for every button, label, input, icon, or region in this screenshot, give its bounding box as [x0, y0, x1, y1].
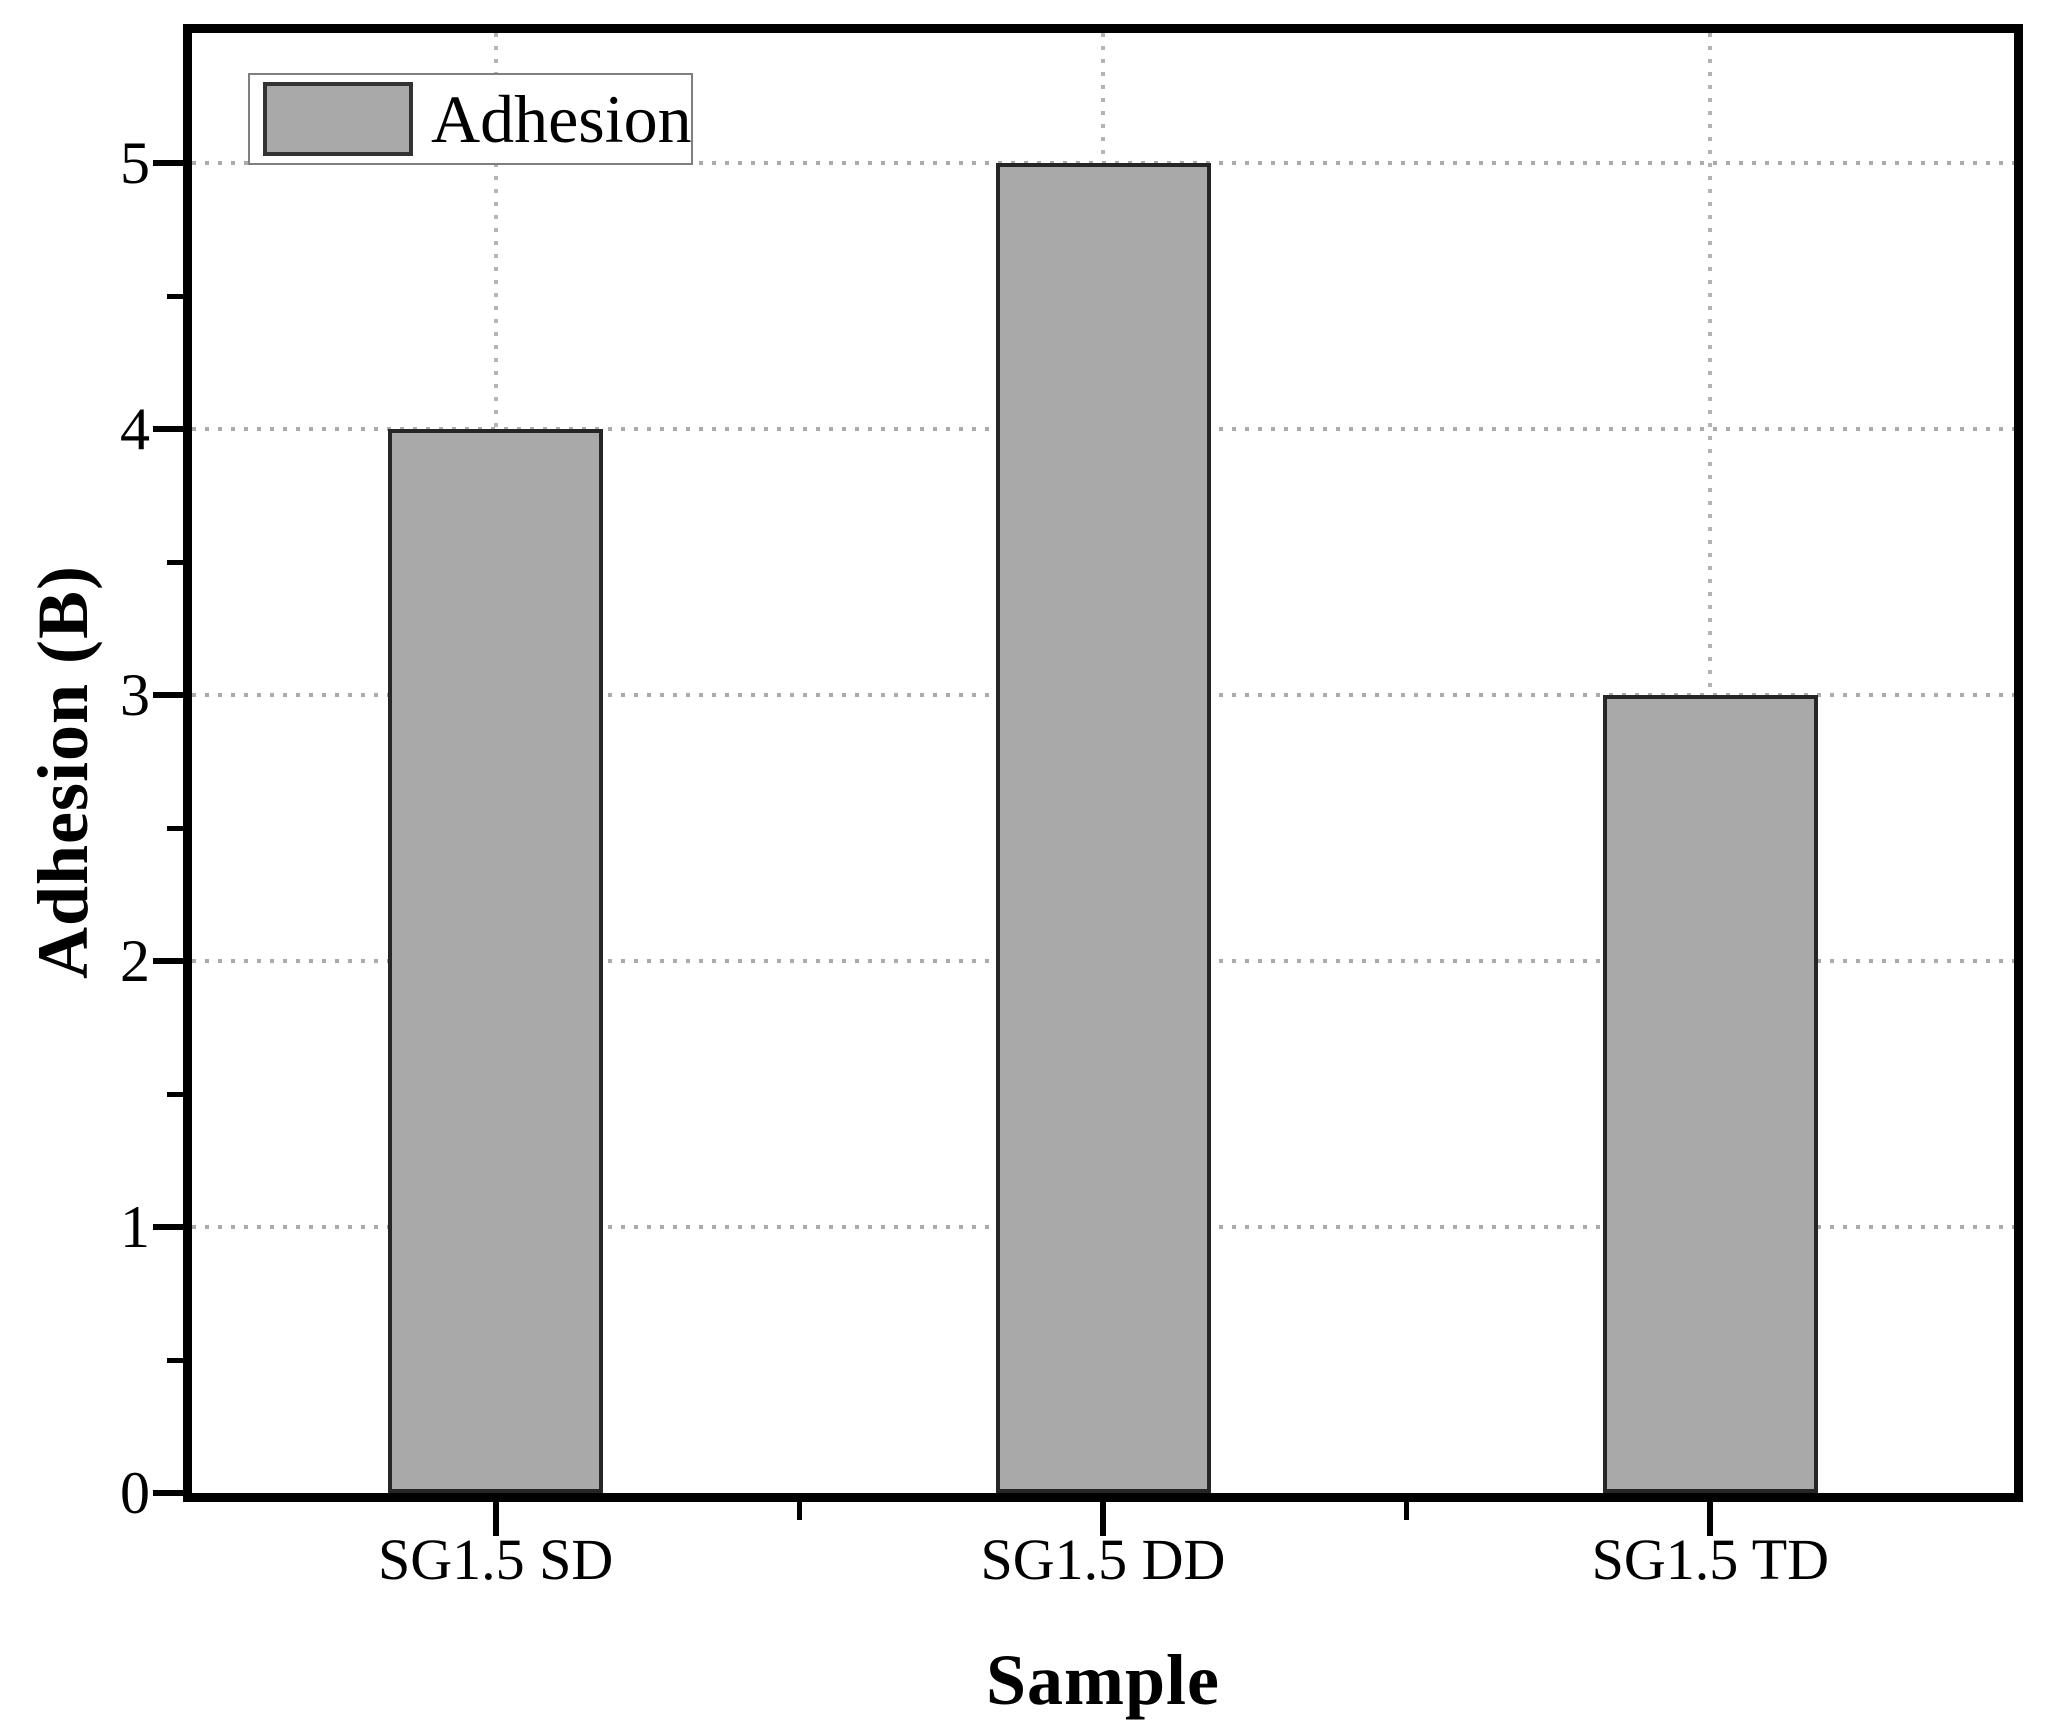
y-axis-title: Adhesion (B): [23, 564, 103, 980]
y-minor-tick-4.5: [167, 294, 183, 299]
bar-sg1-5-td: [1602, 695, 1818, 1493]
y-tick-label-5: 5: [120, 130, 150, 196]
y-major-tick-2: [153, 958, 183, 964]
x-axis-title: Sample: [985, 1640, 1221, 1720]
legend: Adhesion: [248, 73, 693, 165]
y-tick-label-2: 2: [120, 928, 150, 994]
x-major-tick-sg1-5-dd: [1100, 1502, 1106, 1536]
x-minor-tick-1: [796, 1502, 802, 1520]
legend-swatch-adhesion: [263, 82, 413, 156]
y-major-tick-4: [153, 426, 183, 432]
y-tick-label-3: 3: [120, 662, 150, 728]
x-tick-label-sg1-5-sd: SG1.5 SD: [378, 1527, 614, 1592]
x-tick-label-sg1-5-td: SG1.5 TD: [1591, 1527, 1830, 1592]
x-major-tick-sg1-5-td: [1707, 1502, 1714, 1536]
y-major-tick-0: [153, 1490, 183, 1496]
y-tick-label-0: 0: [120, 1460, 150, 1526]
bar-sg1-5-sd: [388, 429, 604, 1493]
y-minor-tick-2.5: [167, 826, 183, 831]
y-minor-tick-3.5: [167, 560, 183, 565]
legend-label: Adhesion: [431, 81, 692, 157]
y-tick-label-4: 4: [120, 396, 150, 462]
y-minor-tick-1.5: [167, 1092, 183, 1097]
y-major-tick-5: [153, 160, 183, 166]
y-major-tick-3: [153, 692, 183, 698]
x-minor-tick-2: [1404, 1502, 1410, 1520]
y-major-tick-1: [153, 1224, 183, 1230]
y-tick-label-1: 1: [120, 1194, 150, 1260]
bar-sg1-5-dd: [995, 163, 1211, 1493]
x-tick-label-sg1-5-dd: SG1.5 DD: [980, 1527, 1226, 1592]
y-minor-tick-0.5: [167, 1358, 183, 1363]
x-major-tick-sg1-5-sd: [492, 1502, 499, 1536]
